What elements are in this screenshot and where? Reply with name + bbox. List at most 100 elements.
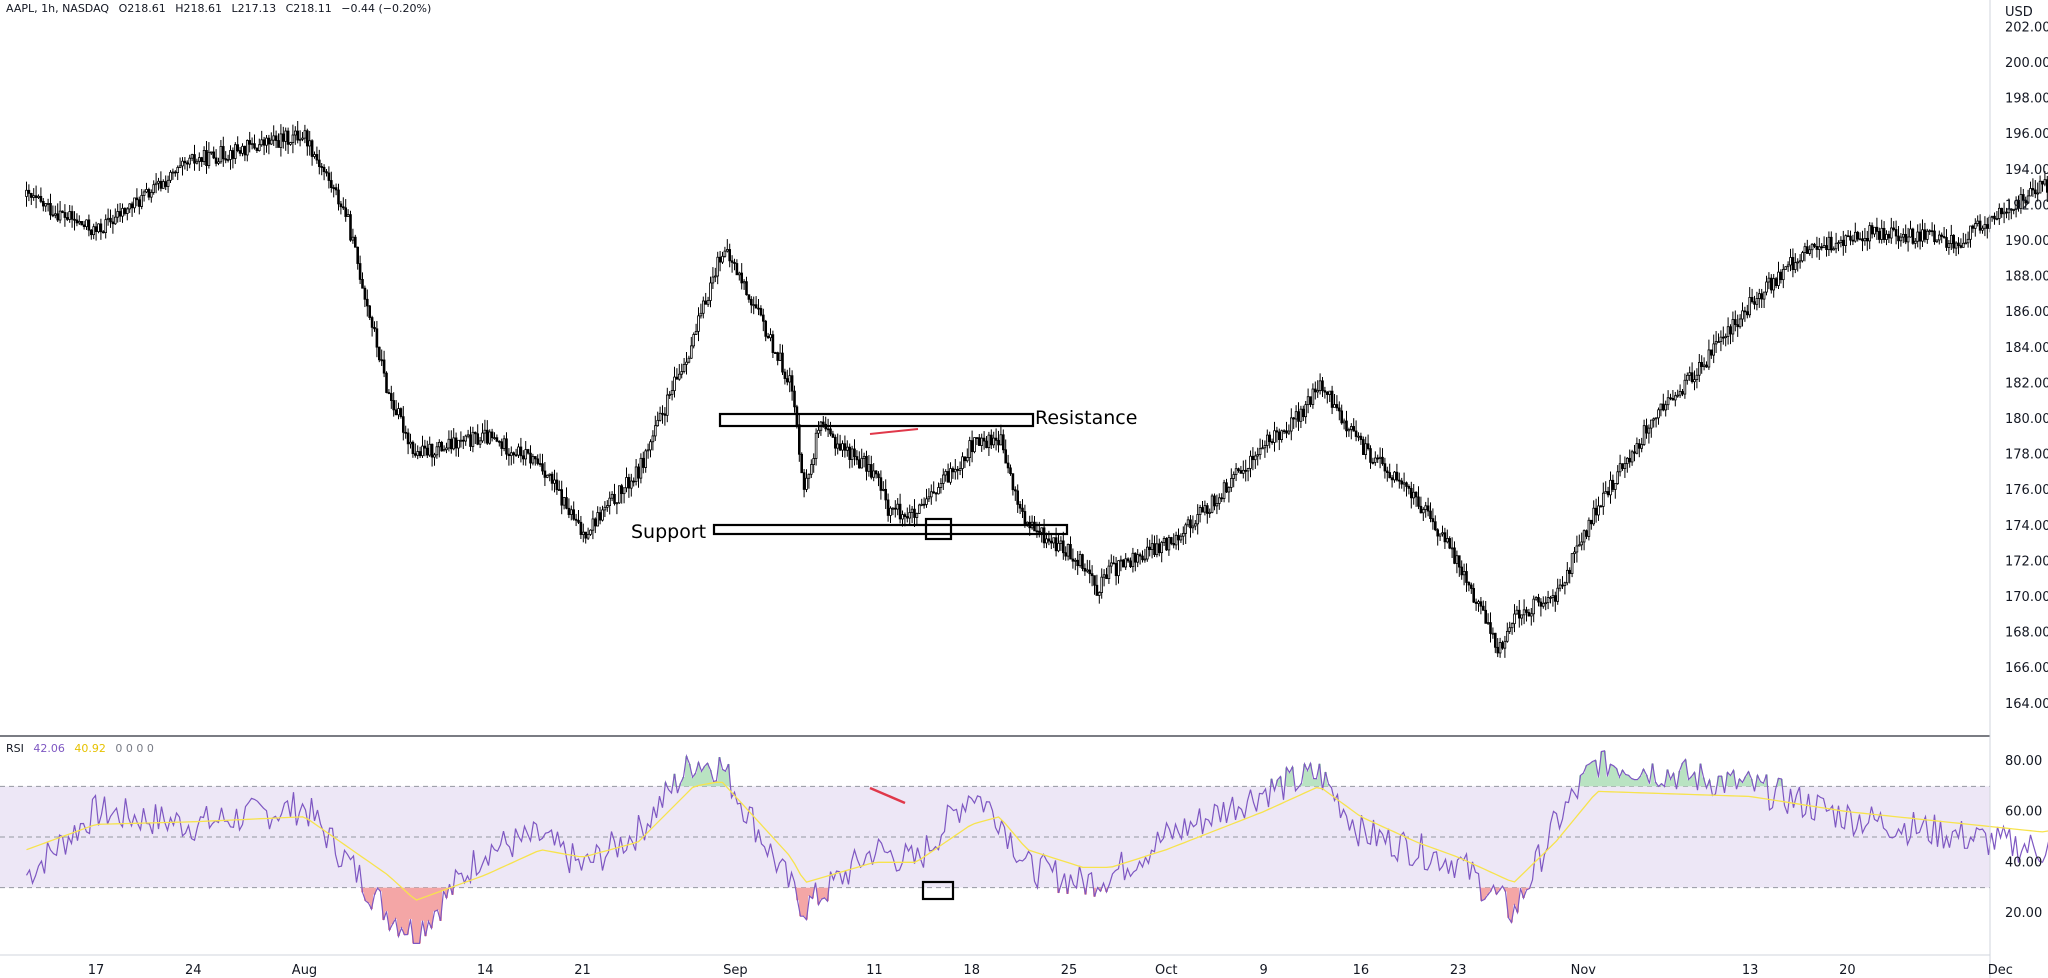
price-candle[interactable] — [505, 432, 508, 460]
price-candle[interactable] — [260, 130, 263, 147]
price-candle[interactable] — [183, 157, 187, 170]
price-candle[interactable] — [625, 467, 628, 493]
price-candle[interactable] — [1851, 234, 1855, 246]
rsi-divergence-line[interactable] — [869, 786, 906, 805]
price-candle[interactable] — [572, 501, 575, 521]
price-candle[interactable] — [1966, 231, 1970, 248]
price-candle[interactable] — [1450, 537, 1454, 558]
price-candle[interactable] — [425, 440, 429, 459]
price-candle[interactable] — [411, 440, 415, 458]
price-candle[interactable] — [1158, 538, 1161, 557]
price-candle[interactable] — [1448, 536, 1452, 550]
support-box[interactable] — [712, 523, 1069, 536]
price-candle[interactable] — [289, 141, 292, 146]
price-candle[interactable] — [1254, 451, 1257, 469]
price-candle[interactable] — [1580, 532, 1584, 551]
price-candle[interactable] — [1724, 333, 1728, 347]
price-candle[interactable] — [1129, 557, 1132, 569]
price-candle[interactable] — [1460, 560, 1464, 580]
price-candle[interactable] — [1839, 236, 1843, 248]
price-candle[interactable] — [1054, 527, 1058, 557]
price-candle[interactable] — [421, 435, 424, 458]
price-candle[interactable] — [1554, 591, 1557, 612]
price-candle[interactable] — [944, 469, 947, 482]
price-candle[interactable] — [1270, 438, 1274, 445]
support-annotation[interactable]: Support — [631, 517, 1069, 543]
price-candle[interactable] — [980, 433, 983, 452]
price-candle[interactable] — [1510, 622, 1514, 635]
price-candle[interactable] — [1647, 424, 1651, 444]
price-candle[interactable] — [2029, 181, 2032, 197]
price-candle[interactable] — [25, 181, 28, 207]
price-candle[interactable] — [1693, 370, 1696, 391]
price-candle[interactable] — [1182, 526, 1185, 545]
price-candle[interactable] — [1806, 239, 1809, 254]
price-candle[interactable] — [877, 471, 880, 487]
price-candle[interactable] — [961, 452, 964, 479]
price-candle[interactable] — [550, 471, 554, 491]
price-candle[interactable] — [1753, 295, 1756, 310]
price-candle[interactable] — [680, 363, 683, 379]
price-candle[interactable] — [1304, 400, 1308, 424]
price-candle[interactable] — [118, 203, 122, 222]
price-candle[interactable] — [1801, 250, 1804, 263]
price-candle[interactable] — [1110, 554, 1113, 574]
price-candle[interactable] — [1599, 504, 1603, 508]
price-candle[interactable] — [363, 285, 367, 308]
price-candle[interactable] — [1506, 622, 1509, 643]
price-candle[interactable] — [130, 201, 134, 217]
price-candle[interactable] — [826, 418, 830, 437]
price-candle[interactable] — [1131, 547, 1135, 573]
price-candle[interactable] — [1606, 486, 1610, 498]
price-candle[interactable] — [1729, 324, 1732, 345]
price-candle[interactable] — [66, 212, 69, 222]
price-candle[interactable] — [428, 436, 431, 458]
price-candle[interactable] — [884, 479, 887, 510]
price-candle[interactable] — [1434, 515, 1437, 532]
price-candle[interactable] — [1369, 445, 1372, 469]
price-candle[interactable] — [1153, 535, 1156, 557]
price-candle[interactable] — [1410, 481, 1413, 509]
price-candle[interactable] — [1880, 219, 1884, 244]
resistance-annotation[interactable]: Resistance — [718, 407, 1137, 429]
price-candle[interactable] — [1686, 372, 1689, 385]
price-candle[interactable] — [1431, 508, 1435, 530]
price-candle[interactable] — [123, 207, 127, 216]
price-candle[interactable] — [1971, 224, 1975, 233]
price-candle[interactable] — [1299, 405, 1303, 429]
price-candle[interactable] — [2012, 208, 2016, 215]
price-candle[interactable] — [1777, 261, 1780, 290]
price-candle[interactable] — [706, 296, 710, 307]
price-candle[interactable] — [1194, 520, 1197, 531]
price-candle[interactable] — [109, 209, 112, 228]
price-candle[interactable] — [1609, 471, 1612, 504]
price-candle[interactable] — [1203, 500, 1207, 516]
price-candle[interactable] — [471, 426, 475, 453]
price-candle[interactable] — [975, 437, 979, 446]
price-candle[interactable] — [858, 451, 861, 469]
price-candle[interactable] — [598, 506, 602, 525]
price-candle[interactable] — [1962, 232, 1965, 248]
price-candle[interactable] — [54, 205, 57, 219]
price-candle[interactable] — [154, 173, 158, 194]
price-candle[interactable] — [1076, 550, 1080, 575]
price-candle[interactable] — [1813, 242, 1816, 249]
price-candle[interactable] — [1357, 432, 1360, 442]
price-candle[interactable] — [2019, 187, 2023, 214]
price-candle[interactable] — [865, 450, 868, 481]
price-candle[interactable] — [404, 425, 407, 439]
price-candle[interactable] — [2038, 175, 2042, 194]
price-candle[interactable] — [1494, 632, 1497, 654]
price-candle[interactable] — [1623, 456, 1627, 478]
price-candle[interactable] — [1210, 493, 1214, 514]
price-candle[interactable] — [1074, 557, 1077, 571]
price-candle[interactable] — [949, 462, 952, 485]
price-candle[interactable] — [116, 203, 120, 223]
price-candle[interactable] — [1969, 225, 1972, 248]
price-candle[interactable] — [584, 531, 587, 544]
price-candle[interactable] — [1093, 575, 1096, 595]
price-candle[interactable] — [171, 168, 175, 180]
price-candle[interactable] — [322, 164, 326, 181]
price-candle[interactable] — [185, 160, 189, 171]
price-candle[interactable] — [1870, 222, 1874, 239]
